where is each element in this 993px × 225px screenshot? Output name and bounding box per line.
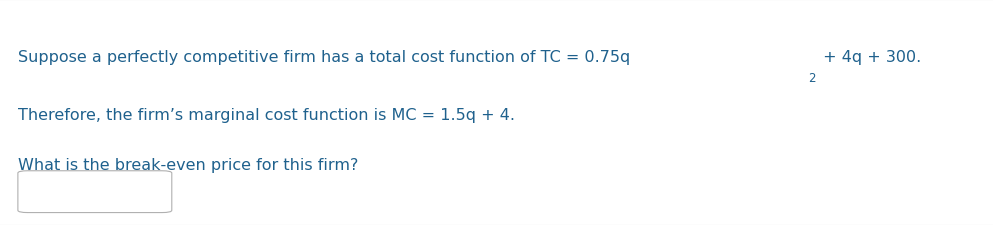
Text: 2: 2 [808,72,815,85]
Text: Suppose a perfectly competitive firm has a total cost function of TC = 0.75q: Suppose a perfectly competitive firm has… [18,50,631,64]
Text: Therefore, the firm’s marginal cost function is MC = 1.5q + 4.: Therefore, the firm’s marginal cost func… [18,108,515,123]
FancyBboxPatch shape [18,171,172,213]
Text: What is the break-even price for this firm?: What is the break-even price for this fi… [18,158,358,172]
Text: + 4q + 300.: + 4q + 300. [817,50,921,64]
